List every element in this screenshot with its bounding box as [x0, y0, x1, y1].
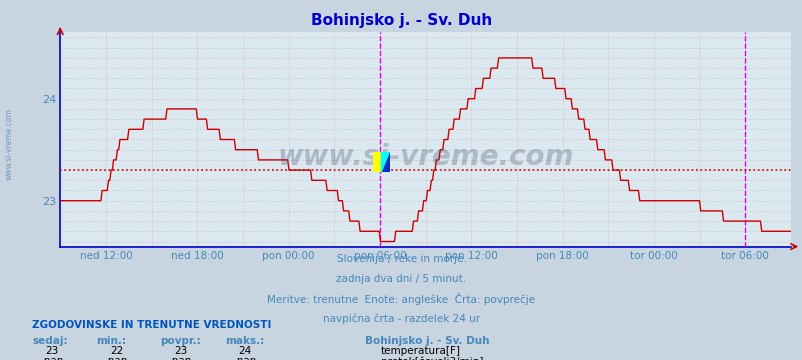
- Text: -nan: -nan: [104, 356, 128, 360]
- Text: navpična črta - razdelek 24 ur: navpična črta - razdelek 24 ur: [322, 313, 480, 324]
- Text: sedaj:: sedaj:: [32, 336, 67, 346]
- Bar: [373, 152, 381, 172]
- Text: -nan: -nan: [168, 356, 192, 360]
- Text: zadnja dva dni / 5 minut.: zadnja dva dni / 5 minut.: [336, 274, 466, 284]
- Text: -nan: -nan: [40, 356, 64, 360]
- Text: povpr.:: povpr.:: [160, 336, 201, 346]
- Text: min.:: min.:: [96, 336, 126, 346]
- Text: Bohinjsko j. - Sv. Duh: Bohinjsko j. - Sv. Duh: [310, 13, 492, 28]
- Text: Slovenija / reke in morje.: Slovenija / reke in morje.: [336, 254, 466, 264]
- Text: 22: 22: [110, 346, 123, 356]
- Text: maks.:: maks.:: [225, 336, 264, 346]
- Text: temperatura[F]: temperatura[F]: [380, 346, 460, 356]
- Text: Meritve: trenutne  Enote: angleške  Črta: povprečje: Meritve: trenutne Enote: angleške Črta: …: [267, 293, 535, 305]
- Polygon shape: [381, 152, 389, 172]
- Text: Bohinjsko j. - Sv. Duh: Bohinjsko j. - Sv. Duh: [365, 336, 489, 346]
- Text: www.si-vreme.com: www.si-vreme.com: [5, 108, 14, 180]
- Text: 23: 23: [46, 346, 59, 356]
- Text: www.si-vreme.com: www.si-vreme.com: [277, 143, 573, 171]
- Text: ZGODOVINSKE IN TRENUTNE VREDNOSTI: ZGODOVINSKE IN TRENUTNE VREDNOSTI: [32, 320, 271, 330]
- Text: 23: 23: [174, 346, 187, 356]
- Text: pretok[čevelj3/min]: pretok[čevelj3/min]: [380, 356, 483, 360]
- Text: 24: 24: [238, 346, 251, 356]
- Polygon shape: [381, 152, 389, 172]
- Text: -nan: -nan: [233, 356, 257, 360]
